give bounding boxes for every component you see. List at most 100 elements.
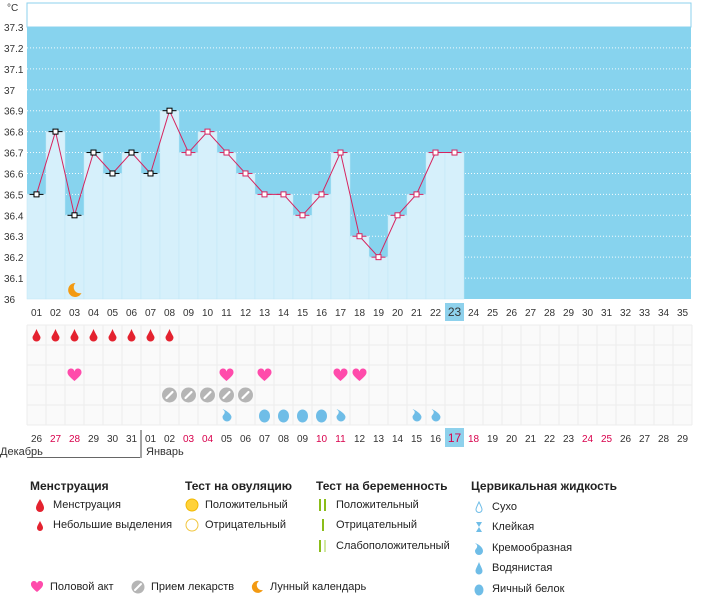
date-label: 14: [392, 434, 404, 445]
drop-outline-icon: [475, 500, 483, 513]
menstruation-drop-icon: [89, 329, 98, 342]
pill-stripe: [165, 390, 174, 400]
y-tick-label: 36.8: [4, 128, 24, 139]
temperature-bar: [235, 173, 256, 300]
day-label: 11: [221, 308, 232, 319]
temperature-point: [413, 191, 420, 198]
drop-red-icon: [36, 499, 44, 512]
legend-fluid-sticky: Клейкая: [472, 520, 534, 534]
date-label: 27: [639, 434, 651, 445]
temperature-point: [128, 149, 135, 156]
y-tick-label: 36.1: [4, 274, 24, 285]
temperature-point: [90, 149, 97, 156]
day-label: 23: [448, 305, 462, 319]
day-label: 33: [639, 308, 651, 319]
y-tick-label: 36.9: [4, 107, 24, 118]
temperature-bar: [311, 194, 332, 300]
y-tick-label: 36.2: [4, 253, 24, 264]
day-label: 24: [468, 308, 480, 319]
moon-icon: [68, 282, 82, 297]
day-label: 08: [164, 308, 176, 319]
month-label: Январь: [146, 446, 184, 458]
egg-white-icon: [316, 409, 327, 423]
single-bar-green-icon: [322, 519, 324, 531]
temperature-bar: [26, 194, 47, 300]
date-label: 17: [448, 431, 462, 445]
menstruation-drop-icon: [127, 329, 136, 342]
date-label: 18: [468, 434, 480, 445]
date-label: 27: [50, 434, 62, 445]
date-label: 26: [31, 434, 43, 445]
egg-white-icon: [259, 409, 270, 423]
temperature-point: [166, 107, 173, 114]
temperature-point: [242, 170, 249, 177]
temperature-bar: [159, 110, 180, 300]
date-label: 21: [525, 434, 537, 445]
day-label: 05: [107, 308, 119, 319]
double-bar-light-green-icon: [319, 540, 326, 552]
temperature-point: [280, 191, 287, 198]
heart-pink-icon: [30, 580, 44, 592]
day-label: 26: [506, 308, 518, 319]
day-label: 29: [563, 308, 575, 319]
temperature-point: [451, 149, 458, 156]
temperature-point: [394, 212, 401, 219]
legend-ovulation-title: Тест на овуляцию: [185, 479, 292, 493]
bbt-chart: °C 36 36.1 36.2 36.3 36.4 36.5 36.6 36.7 36.8 36.…: [0, 2, 693, 458]
y-tick-label: 36.3: [4, 232, 24, 243]
date-label: 15: [411, 434, 423, 445]
drop-blue-icon: [475, 562, 483, 575]
temperature-line: [29, 107, 462, 261]
date-label: 05: [221, 434, 233, 445]
month-label: Декабрь: [0, 446, 43, 458]
legend-menstruation-title: Менструация: [30, 479, 109, 493]
y-tick-label: 37.1: [4, 65, 24, 76]
y-axis-tick-labels: 36 36.1 36.2 36.3 36.4 36.5 36.6 36.7 36.8 36.9 37…: [4, 23, 24, 306]
chart-top-frame: [26, 2, 692, 28]
temperature-point: [261, 191, 268, 198]
day-label: 02: [50, 308, 62, 319]
day-label: 12: [240, 308, 252, 319]
day-label: 15: [297, 308, 309, 319]
legend-medication: Прием лекарств: [131, 580, 234, 594]
y-tick-label: 37.3: [4, 23, 24, 34]
date-label: 07: [259, 434, 271, 445]
temperature-bar: [292, 215, 313, 300]
creamy-fluid-icon: [222, 409, 232, 422]
y-tick-label: 37: [4, 86, 16, 97]
date-label: 26: [620, 434, 632, 445]
date-label: 16: [430, 434, 442, 445]
egg-white-icon: [278, 409, 289, 423]
date-label: 03: [183, 434, 195, 445]
egg-white-icon: [297, 409, 308, 423]
date-label: 12: [354, 434, 366, 445]
temperature-bar: [178, 152, 199, 300]
temperature-point: [299, 212, 306, 219]
temperature-bar: [140, 173, 161, 300]
temperature-bar: [387, 215, 408, 300]
date-label: 31: [126, 434, 138, 445]
heart-icon: [257, 368, 272, 381]
date-label: 10: [316, 434, 328, 445]
temperature-bar: [216, 152, 237, 300]
day-label: 14: [278, 308, 290, 319]
day-label: 21: [411, 308, 423, 319]
legend-fluid-watery: Водянистая: [472, 561, 552, 575]
date-label: 19: [487, 434, 499, 445]
curl-drop-blue-icon: [475, 543, 483, 555]
legend-menstruation-item: Менструация: [33, 498, 121, 512]
y-tick-label: 36: [4, 295, 16, 306]
day-label: 04: [88, 308, 100, 319]
y-tick-label: 36.7: [4, 149, 24, 160]
day-label: 34: [658, 308, 670, 319]
calendar-date-labels: 26 27 28 29 30 31 01 02 03 04 05 06 07 08 09 10 11 12 13 14…: [31, 428, 688, 447]
temperature-point: [71, 212, 78, 219]
day-label: 35: [677, 308, 689, 319]
menstruation-drop-icon: [51, 329, 60, 342]
temperature-point: [52, 128, 59, 135]
legend-fluid-title: Цервикальная жидкость: [471, 479, 618, 493]
date-label: 24: [582, 434, 594, 445]
heart-icon: [333, 368, 348, 381]
legend-light-bleeding-item: Небольшие выделения: [33, 518, 172, 532]
heart-icon: [67, 368, 82, 381]
